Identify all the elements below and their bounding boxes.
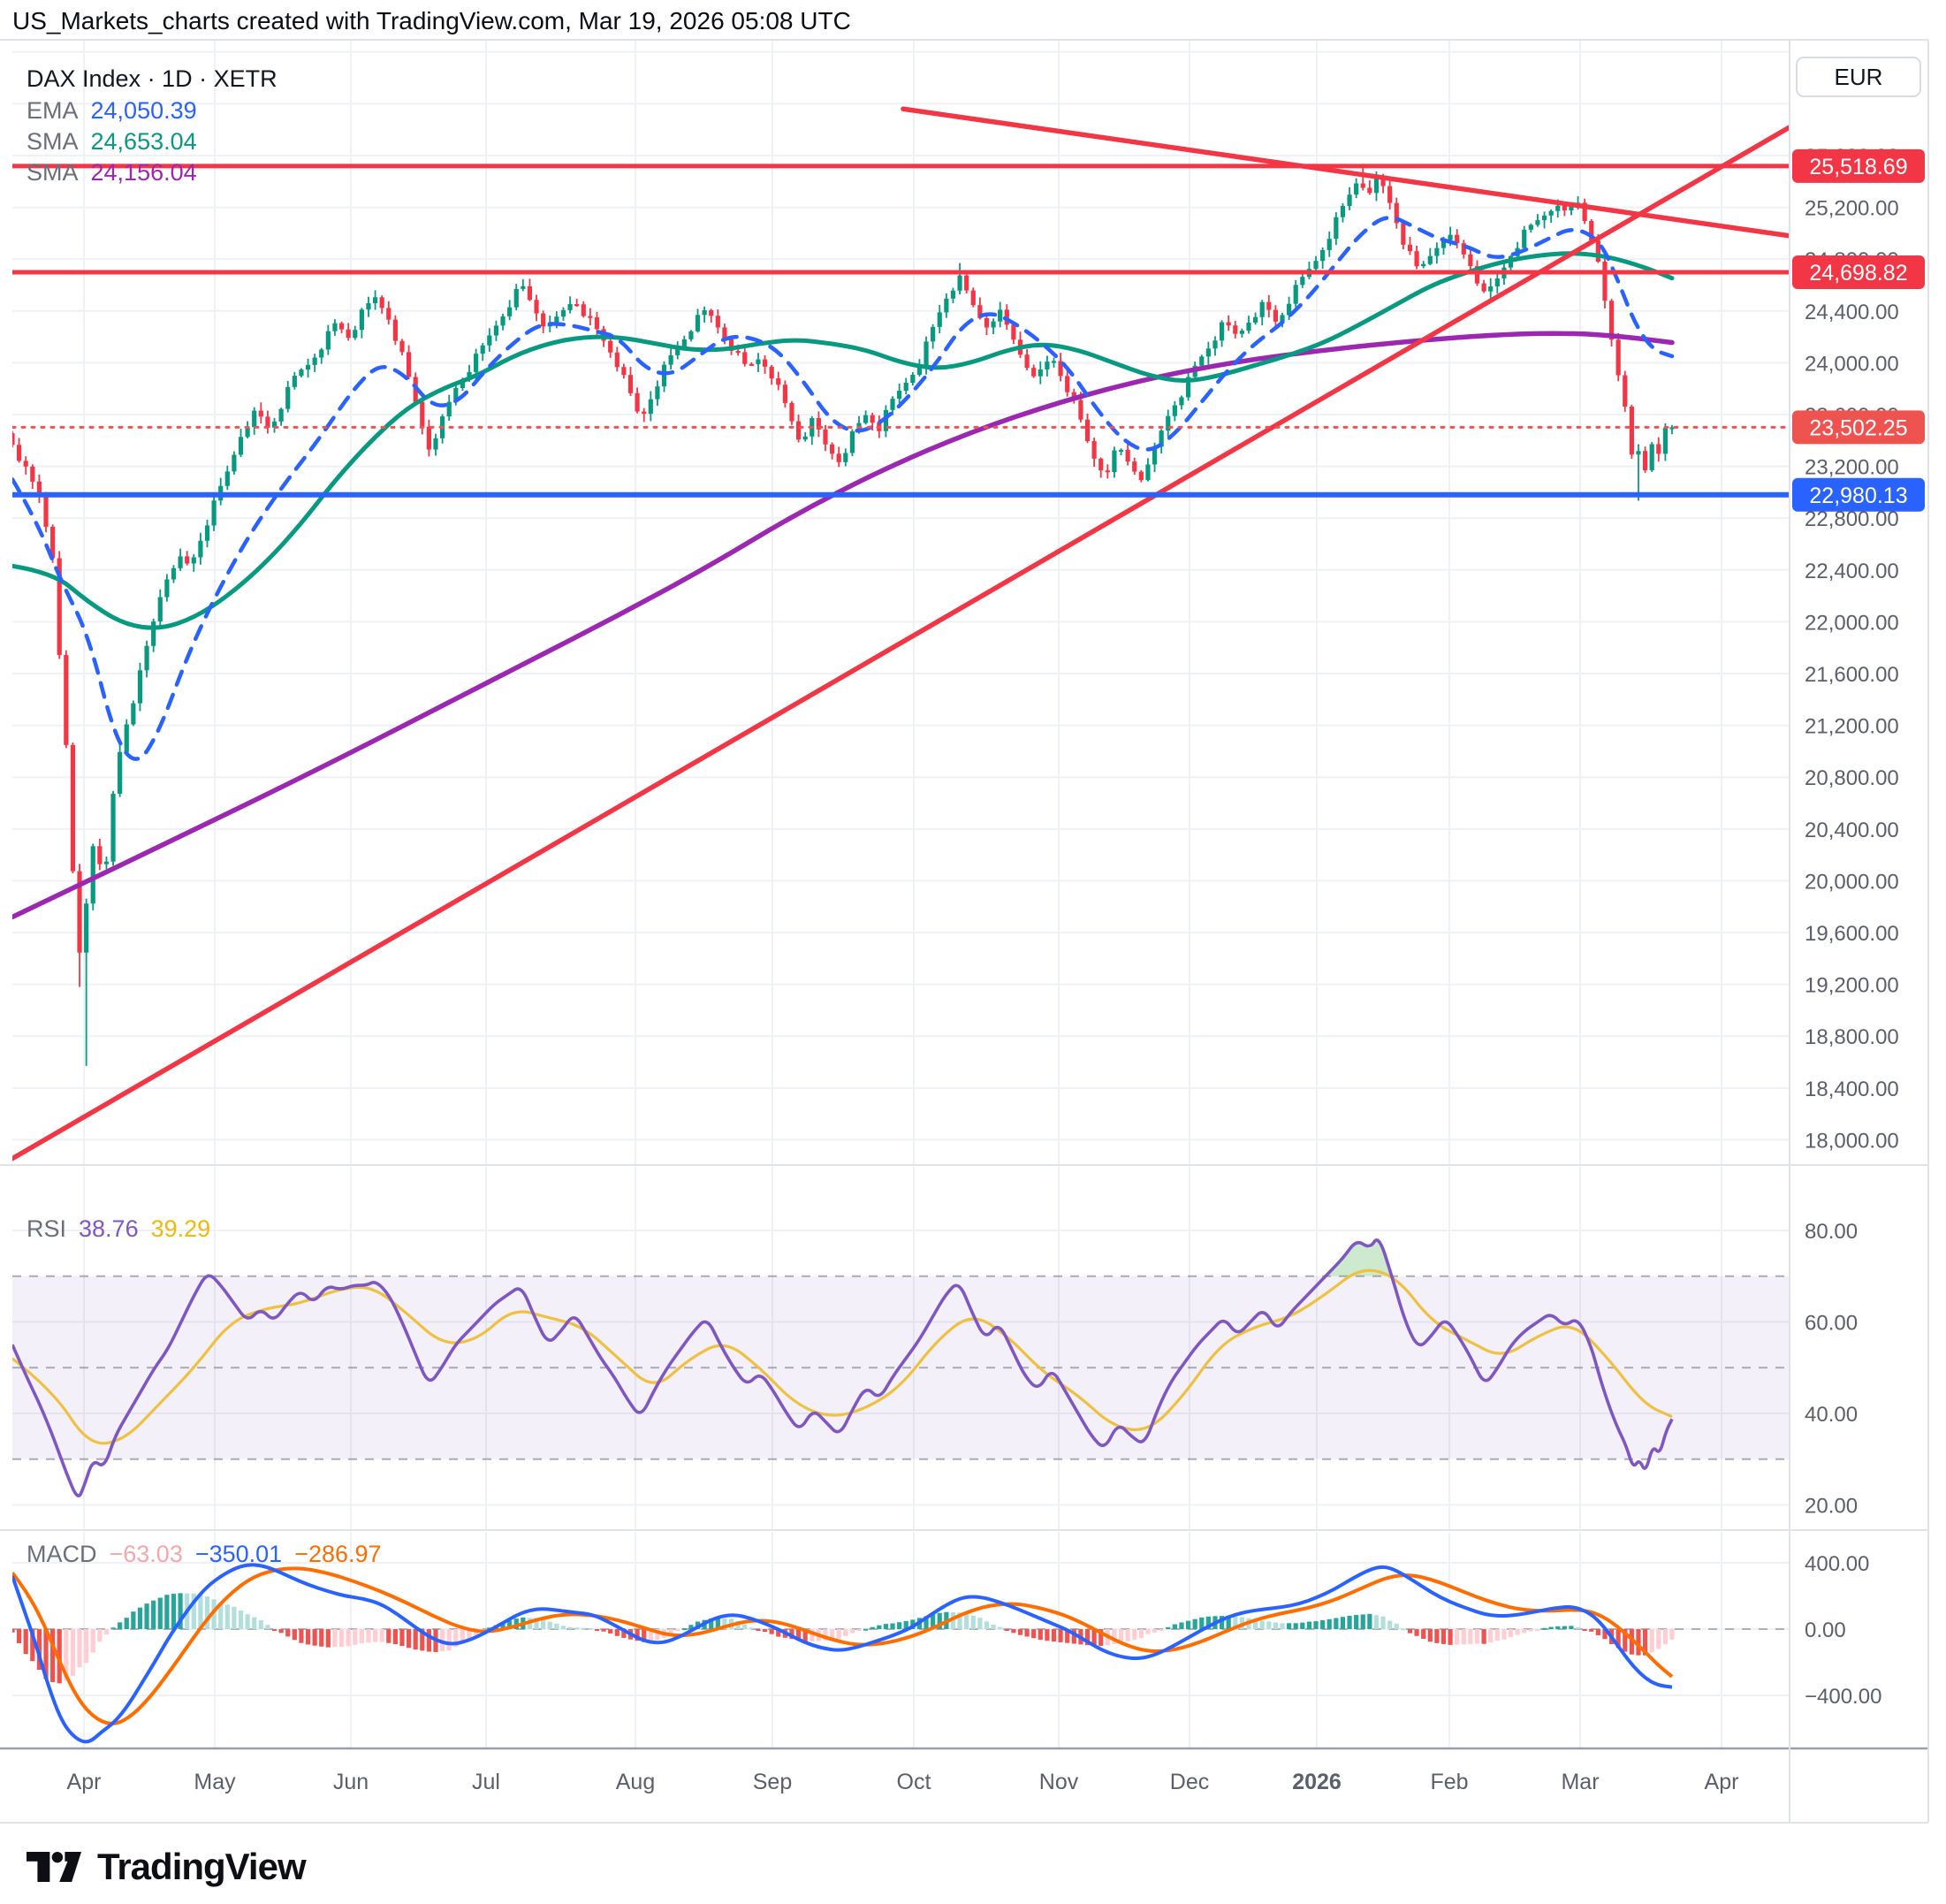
rsi-label: RSI: [27, 1215, 67, 1242]
time-tick-May: May: [194, 1770, 236, 1794]
price-tick-label: 22,400.00: [1805, 560, 1899, 583]
sma-green-value: 24,653.04: [90, 127, 197, 155]
price-tick-label: 20,000.00: [1805, 870, 1899, 894]
time-tick-Apr: Apr: [67, 1770, 102, 1794]
price-label-24,698.82: 24,698.82: [1792, 255, 1925, 290]
svg-text:22,980.13: 22,980.13: [1809, 484, 1907, 508]
main-legend: DAX Index · 1D · XETR EMA 24,050.39 SMA …: [27, 62, 277, 187]
svg-text:23,502.25: 23,502.25: [1809, 415, 1907, 440]
symbol-title[interactable]: DAX Index · 1D · XETR: [27, 65, 277, 92]
svg-text:25,518.69: 25,518.69: [1809, 155, 1907, 179]
legend-row-ema[interactable]: EMA 24,050.39: [27, 95, 277, 126]
macd-signal-value: −286.97: [294, 1540, 382, 1567]
price-tick-label: 24,400.00: [1805, 301, 1899, 324]
pane-separators: [0, 39, 1929, 1824]
macd-tick-label: 0.00: [1805, 1618, 1846, 1642]
price-tick-label: 19,600.00: [1805, 922, 1899, 946]
price-label-25,518.69: 25,518.69: [1792, 149, 1925, 183]
time-tick-Jul: Jul: [472, 1770, 500, 1794]
sma-purple-value: 24,156.04: [90, 158, 197, 186]
time-tick-Sep: Sep: [753, 1770, 792, 1794]
rsi-panel[interactable]: [12, 1238, 1790, 1497]
time-tick-Mar: Mar: [1561, 1770, 1599, 1794]
macd-label: MACD: [27, 1540, 97, 1567]
macd-hist-value: −63.03: [109, 1540, 183, 1567]
price-tick-label: 23,200.00: [1805, 456, 1899, 480]
tradingview-logo-text[interactable]: TradingView: [97, 1846, 307, 1887]
ema-line[interactable]: [12, 216, 1675, 761]
time-tick-Aug: Aug: [616, 1770, 655, 1794]
legend-row-sma-green[interactable]: SMA 24,653.04: [27, 126, 277, 156]
price-tick-label: 22,000.00: [1805, 611, 1899, 635]
macd-tick-label: 400.00: [1805, 1552, 1869, 1576]
ema-value: 24,050.39: [90, 96, 197, 124]
price-tick-label: 18,400.00: [1805, 1078, 1899, 1101]
rsi-ma-value: 39.29: [150, 1215, 211, 1242]
price-tick-label: 25,200.00: [1805, 197, 1899, 221]
gridlines: [12, 40, 1790, 1748]
price-label-23,502.25: 23,502.25: [1792, 410, 1925, 445]
rsi-value: 38.76: [79, 1215, 139, 1242]
time-tick-Feb: Feb: [1430, 1770, 1468, 1794]
rsi-overbought-fill: [1327, 1238, 1391, 1276]
price-tick-label: 18,000.00: [1805, 1129, 1899, 1153]
descending-resistance-trendline[interactable]: [901, 106, 1790, 239]
time-tick-Oct: Oct: [897, 1770, 931, 1794]
sma-green-label: SMA: [27, 127, 79, 155]
rsi-line[interactable]: [12, 1238, 1674, 1497]
macd-panel[interactable]: [10, 1563, 1790, 1744]
price-tick-label: 24,000.00: [1805, 352, 1899, 376]
price-scale[interactable]: 18,000.00 18,400.00 18,800.00 19,200.00 19,6…: [1792, 145, 1925, 1709]
price-tick-label: 20,400.00: [1805, 819, 1899, 842]
footer: TradingView: [27, 1844, 307, 1890]
macd-line-value: −350.01: [194, 1540, 283, 1567]
time-scale[interactable]: Apr May Jun Jul Aug Sep Oct Nov Dec 2026 Feb Mar Apr: [67, 1770, 1739, 1794]
rsi-tick-label: 40.00: [1805, 1403, 1858, 1427]
price-label-22,980.13: 22,980.13: [1792, 477, 1925, 512]
watermark-header: US_Markets_charts created with TradingVi…: [12, 7, 851, 34]
price-tick-label: 21,600.00: [1805, 663, 1899, 687]
sma-50-line[interactable]: [12, 251, 1675, 630]
ema-label: EMA: [27, 96, 79, 124]
rsi-tick-label: 80.00: [1805, 1220, 1858, 1244]
tradingview-logo-icon[interactable]: [27, 1847, 81, 1887]
currency-button[interactable]: EUR: [1796, 57, 1921, 97]
macd-line[interactable]: [12, 1563, 1673, 1744]
time-tick-Dec: Dec: [1170, 1770, 1209, 1794]
rsi-tick-label: 20.00: [1805, 1495, 1858, 1519]
macd-legend[interactable]: MACD −63.03 −350.01 −286.97: [27, 1538, 382, 1569]
time-tick-2026: 2026: [1292, 1770, 1342, 1794]
sma-200-line[interactable]: [12, 331, 1675, 920]
sma-purple-label: SMA: [27, 158, 79, 186]
legend-row-sma-purple[interactable]: SMA 24,156.04: [27, 156, 277, 187]
ascending-support-trendline[interactable]: [12, 125, 1790, 1161]
time-tick-Apr: Apr: [1705, 1770, 1739, 1794]
price-tick-label: 18,800.00: [1805, 1025, 1899, 1049]
price-tick-label: 19,200.00: [1805, 974, 1899, 998]
time-tick-Jun: Jun: [333, 1770, 369, 1794]
price-tick-label: 21,200.00: [1805, 715, 1899, 739]
macd-tick-label: −400.00: [1805, 1685, 1881, 1709]
macd-signal-line[interactable]: [12, 1566, 1674, 1725]
time-tick-Nov: Nov: [1039, 1770, 1079, 1794]
rsi-tick-label: 60.00: [1805, 1311, 1858, 1335]
price-tick-label: 20,800.00: [1805, 766, 1899, 790]
svg-text:24,698.82: 24,698.82: [1809, 261, 1907, 286]
rsi-legend[interactable]: RSI 38.76 39.29: [27, 1213, 210, 1244]
main-panel[interactable]: [10, 106, 1790, 1161]
